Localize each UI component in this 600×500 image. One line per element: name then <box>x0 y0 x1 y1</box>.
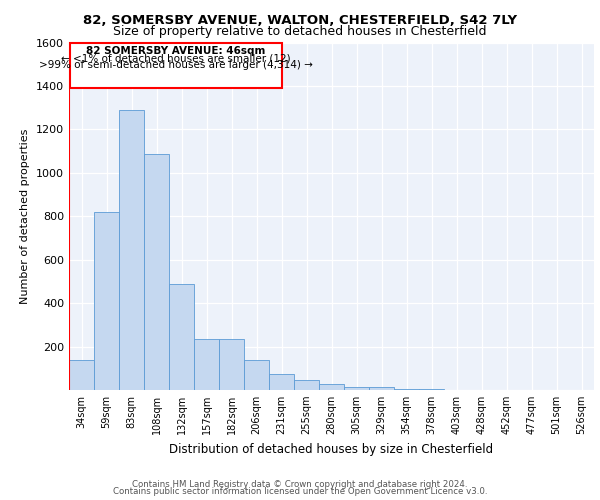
Bar <box>119 110 144 390</box>
Text: Contains public sector information licensed under the Open Government Licence v3: Contains public sector information licen… <box>113 487 487 496</box>
Text: 82, SOMERSBY AVENUE, WALTON, CHESTERFIELD, S42 7LY: 82, SOMERSBY AVENUE, WALTON, CHESTERFIEL… <box>83 14 517 27</box>
Bar <box>144 154 169 390</box>
Text: ← <1% of detached houses are smaller (12): ← <1% of detached houses are smaller (12… <box>61 54 290 64</box>
Bar <box>219 339 244 390</box>
Text: Contains HM Land Registry data © Crown copyright and database right 2024.: Contains HM Land Registry data © Crown c… <box>132 480 468 489</box>
Bar <box>269 374 294 390</box>
Text: >99% of semi-detached houses are larger (4,314) →: >99% of semi-detached houses are larger … <box>39 60 313 70</box>
Bar <box>194 339 219 390</box>
Bar <box>244 360 269 390</box>
Bar <box>344 386 369 390</box>
Bar <box>94 212 119 390</box>
Bar <box>70 42 281 88</box>
Text: 82 SOMERSBY AVENUE: 46sqm: 82 SOMERSBY AVENUE: 46sqm <box>86 46 266 56</box>
Bar <box>69 360 94 390</box>
Text: Size of property relative to detached houses in Chesterfield: Size of property relative to detached ho… <box>113 25 487 38</box>
Y-axis label: Number of detached properties: Number of detached properties <box>20 128 31 304</box>
Bar <box>394 389 419 390</box>
Bar <box>294 380 319 390</box>
Bar <box>169 284 194 390</box>
Bar <box>319 384 344 390</box>
X-axis label: Distribution of detached houses by size in Chesterfield: Distribution of detached houses by size … <box>169 442 494 456</box>
Bar <box>369 386 394 390</box>
